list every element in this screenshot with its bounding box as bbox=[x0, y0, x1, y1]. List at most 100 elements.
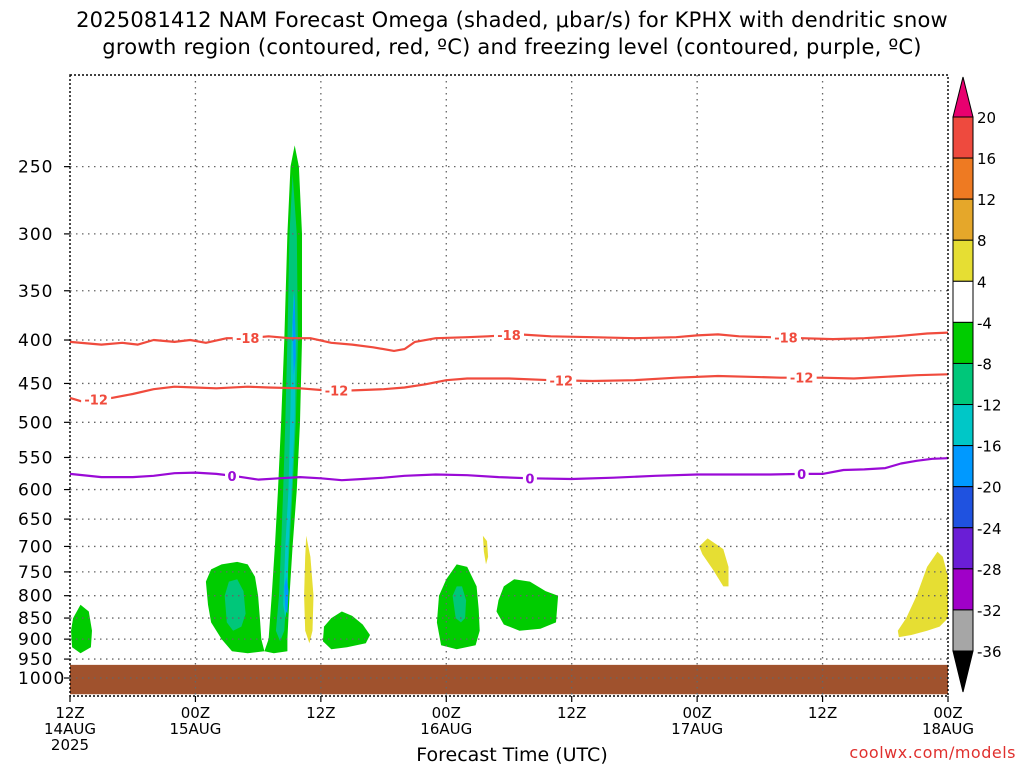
colorbar-box-12 bbox=[952, 609, 974, 652]
contour-line-0 bbox=[69, 457, 949, 482]
colorbar-box-2 bbox=[952, 198, 974, 241]
xtick-label: 00Z bbox=[933, 704, 962, 722]
xtick-label: 2025 bbox=[51, 736, 89, 754]
contours: -18 -18 -18 -12 -12 -12 -12 0 0 0 bbox=[69, 327, 949, 487]
xtick-label: 12Z bbox=[557, 704, 586, 722]
y-axis-ticks: 2503003504004505005506006507007508008509… bbox=[18, 158, 70, 689]
ytick-label-300: 300 bbox=[18, 225, 53, 245]
contour-label--12: -12 bbox=[790, 372, 814, 387]
ytick-label-750: 750 bbox=[18, 563, 53, 583]
ytick-label-700: 700 bbox=[18, 537, 53, 557]
colorbar-label: 20 bbox=[977, 109, 996, 127]
contour-label-bg bbox=[225, 467, 240, 483]
contour-label-bg bbox=[81, 391, 112, 407]
xtick-label: 18AUG bbox=[922, 720, 974, 738]
ytick-label-250: 250 bbox=[18, 158, 53, 178]
contour-label-bg bbox=[794, 465, 809, 481]
contour-label-0: 0 bbox=[525, 472, 534, 487]
colorbar-box-11 bbox=[952, 568, 974, 611]
chart-title-line-1: 2025081412 NAM Forecast Omega (shaded, μ… bbox=[76, 8, 948, 32]
xtick-label: 00Z bbox=[181, 704, 210, 722]
xtick-label: 12Z bbox=[808, 704, 837, 722]
omega-shading bbox=[71, 145, 948, 654]
ytick-label-450: 450 bbox=[18, 374, 53, 394]
xtick-label: 00Z bbox=[432, 704, 461, 722]
ytick-label-800: 800 bbox=[18, 587, 53, 607]
contour-line--12 bbox=[69, 373, 949, 403]
ytick-label-600: 600 bbox=[18, 481, 53, 501]
omega-region-7 bbox=[224, 579, 246, 631]
omega-region-11 bbox=[292, 290, 296, 376]
colorbar-label: 4 bbox=[977, 273, 987, 291]
colorbar-label: -4 bbox=[977, 314, 992, 332]
colorbar-box-5 bbox=[952, 321, 974, 364]
contour-label--12: -12 bbox=[550, 374, 574, 389]
ground-layer bbox=[70, 664, 948, 695]
ytick-label-1000: 1000 bbox=[18, 669, 65, 689]
colorbar-box-10 bbox=[952, 527, 974, 570]
xtick-label: 12Z bbox=[306, 704, 335, 722]
colorbar-box-4 bbox=[952, 280, 974, 323]
contour-line--18 bbox=[69, 331, 949, 352]
colorbar-label: 8 bbox=[977, 232, 987, 250]
omega-region-2 bbox=[71, 604, 92, 654]
contour-label-bg bbox=[786, 369, 817, 385]
colorbar-legend: 20 16 12 8 4 -4 -8 -12 -16 -20 -24 -28 -32 -36 bbox=[952, 76, 1002, 693]
colorbar-top-arrow bbox=[952, 76, 974, 118]
colorbar-label: -28 bbox=[977, 561, 1002, 579]
omega-region-14 bbox=[699, 538, 729, 587]
xtick-label: 00Z bbox=[682, 704, 711, 722]
contour-label-0: 0 bbox=[227, 470, 236, 485]
xtick-label: 15AUG bbox=[169, 720, 221, 738]
colorbar-box-9 bbox=[952, 486, 974, 529]
colorbar-box-3 bbox=[952, 239, 974, 282]
xtick-label: 12Z bbox=[55, 704, 84, 722]
contour-label-0: 0 bbox=[797, 468, 806, 483]
ytick-label-850: 850 bbox=[18, 609, 53, 629]
contour-label--18: -18 bbox=[236, 332, 260, 347]
omega-region-3 bbox=[322, 611, 370, 650]
contour-label-bg bbox=[321, 382, 352, 398]
contour-label--18: -18 bbox=[774, 332, 798, 347]
colorbar-label: 16 bbox=[977, 150, 996, 168]
contour-label-bg bbox=[494, 327, 524, 343]
ytick-label-900: 900 bbox=[18, 630, 53, 650]
colorbar-label: -36 bbox=[977, 643, 1002, 661]
contour-label-bg bbox=[232, 330, 263, 346]
colorbar-label: -32 bbox=[977, 602, 1002, 620]
contour-label-bg bbox=[770, 329, 801, 345]
colorbar-label: 12 bbox=[977, 191, 996, 209]
colorbar-box-8 bbox=[952, 445, 974, 488]
colorbar-box-1 bbox=[952, 157, 974, 200]
colorbar-box-6 bbox=[952, 362, 974, 406]
chart-title-line-2: growth region (contoured, red, ºC) and f… bbox=[102, 35, 922, 59]
colorbar-box-0 bbox=[952, 116, 974, 159]
contour-label--12: -12 bbox=[325, 385, 349, 400]
colorbar-label: -16 bbox=[977, 438, 1002, 456]
omega-region-13 bbox=[482, 535, 489, 565]
colorbar-box-7 bbox=[952, 404, 974, 447]
omega-region-9 bbox=[283, 290, 296, 619]
colorbar-label: -24 bbox=[977, 520, 1002, 538]
ground-rect bbox=[70, 664, 948, 695]
omega-region-12 bbox=[304, 535, 314, 644]
plot-frame bbox=[69, 74, 949, 697]
ytick-label-400: 400 bbox=[18, 331, 53, 351]
xtick-label: 16AUG bbox=[420, 720, 472, 738]
omega-region-8 bbox=[452, 586, 467, 623]
colorbar-label: -8 bbox=[977, 355, 992, 373]
colorbar-label: -12 bbox=[977, 397, 1002, 415]
omega-region-15 bbox=[897, 551, 948, 638]
ytick-label-950: 950 bbox=[18, 650, 53, 670]
contour-label-bg bbox=[522, 470, 537, 486]
colorbar-bottom-arrow bbox=[952, 650, 974, 693]
xtick-label: 14AUG bbox=[44, 720, 96, 738]
ytick-label-650: 650 bbox=[18, 510, 53, 530]
ytick-label-350: 350 bbox=[18, 282, 53, 302]
colorbar-label: -20 bbox=[977, 479, 1002, 497]
xtick-label: 17AUG bbox=[671, 720, 723, 738]
contour-label-bg bbox=[546, 372, 577, 388]
ytick-label-500: 500 bbox=[18, 413, 53, 433]
